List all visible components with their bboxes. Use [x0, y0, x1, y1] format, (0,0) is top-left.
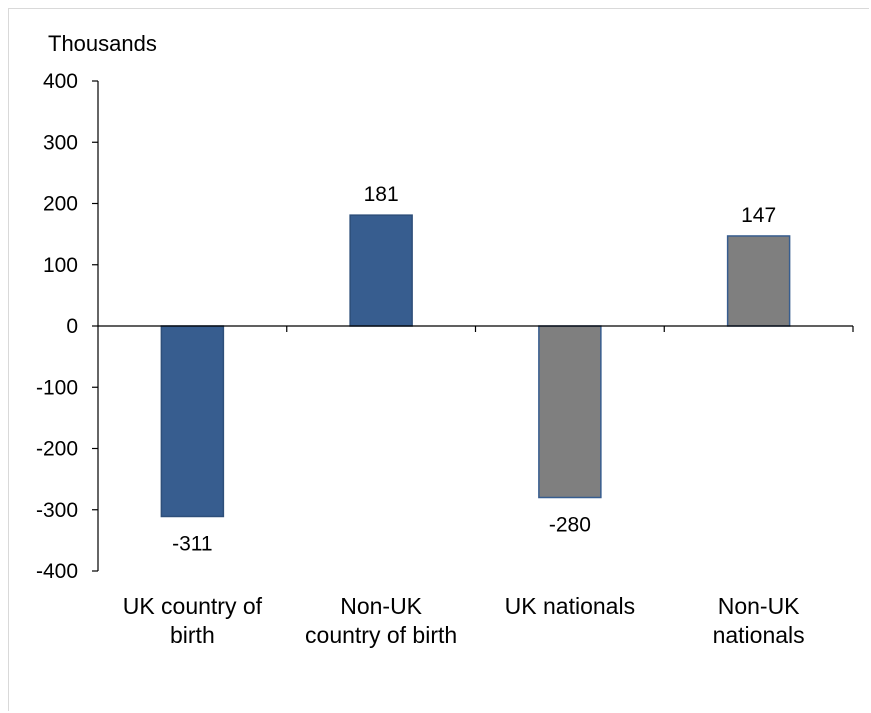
data-label: 181	[364, 183, 399, 206]
y-axis: 400 300 200 100 0 -100 -200 -300 -400	[36, 70, 99, 583]
y-tick-label: 200	[43, 193, 78, 216]
bars	[160, 214, 791, 518]
y-tick-label: -400	[36, 560, 78, 583]
category-label-line: UK country of	[123, 593, 263, 619]
y-tick-label: -100	[36, 376, 78, 399]
category-label: Non-UK country of birth	[305, 593, 457, 648]
y-tick-label: 100	[43, 254, 78, 277]
data-labels: -311 181 -280 147	[172, 183, 776, 555]
y-tick-label: 0	[66, 315, 78, 338]
category-label-line: birth	[170, 622, 215, 648]
x-axis-labels: UK country of birth Non-UK country of birth…	[123, 593, 805, 648]
category-label-line: nationals	[713, 622, 805, 648]
y-tick-label: -200	[36, 438, 78, 461]
bar	[726, 235, 791, 327]
data-label: 147	[741, 204, 776, 227]
bar	[349, 214, 413, 327]
category-label-line: Non-UK	[718, 593, 800, 619]
data-label: -280	[549, 514, 591, 537]
y-tick-label: -300	[36, 499, 78, 522]
x-axis	[98, 325, 854, 332]
y-axis-title: Thousands	[48, 31, 157, 56]
chart-frame	[8, 8, 869, 711]
bar	[160, 325, 225, 518]
data-label: -311	[172, 532, 212, 555]
y-tick-label: 300	[43, 131, 78, 154]
category-label-line: UK nationals	[505, 593, 635, 619]
category-label: Non-UK nationals	[713, 593, 805, 648]
category-label-line: Non-UK	[340, 593, 422, 619]
category-label-line: country of birth	[305, 622, 457, 648]
category-label: UK country of birth	[123, 593, 263, 648]
y-tick-label: 400	[43, 70, 78, 93]
bar	[538, 325, 602, 499]
category-label: UK nationals	[505, 593, 635, 619]
